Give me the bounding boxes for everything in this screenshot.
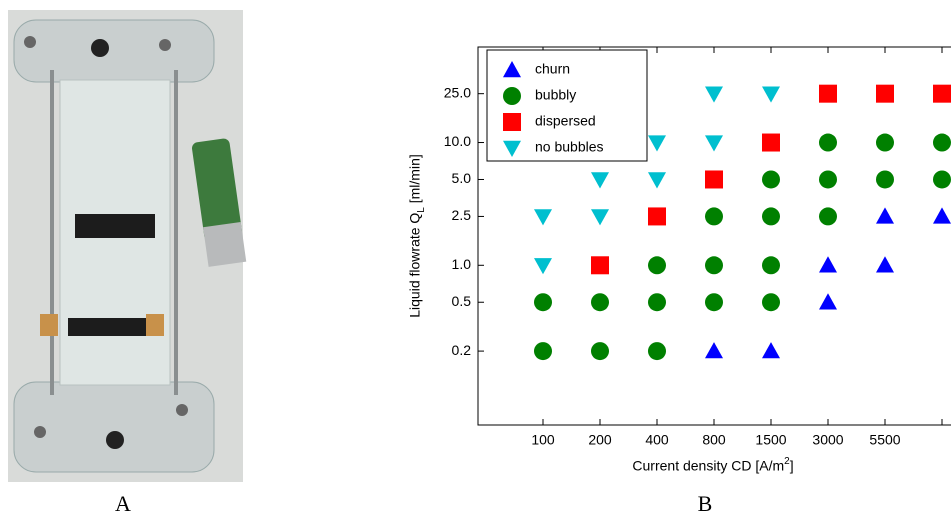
point [534,209,552,225]
plot: 0.2 0.5 1.0 2.5 5.0 10.0 25.0 100 200 400 800 1500 3… [407,47,951,474]
point [591,209,609,225]
clamp [146,314,164,336]
point [819,207,837,225]
point [705,170,723,188]
y-tick-label: 2.5 [452,207,472,223]
x-tick-label: 5500 [869,432,900,448]
point [648,256,666,274]
point [762,256,780,274]
battery-end [203,222,246,267]
screw [24,36,36,48]
legend-label: no bubbles [535,139,604,155]
screw [159,39,171,51]
point [705,86,723,102]
panel-label: B [698,491,713,516]
point [648,342,666,360]
point [876,170,894,188]
point [876,256,894,272]
legend-label: churn [535,61,570,77]
point [503,113,521,131]
point [876,134,894,152]
y-tick-label: 25.0 [444,84,471,100]
photo [8,10,246,482]
point [876,85,894,103]
legend: churn bubbly dispersed no bubbles [487,50,647,161]
point [534,293,552,311]
x-axis-title: Current density CD [A/m2] [632,456,793,474]
point [705,293,723,311]
page: A B 0.2 0.5 1.0 2.5 5.0 10.0 25.0 100 200 400 800 1… [0,0,951,519]
figure: A B 0.2 0.5 1.0 2.5 5.0 10.0 25.0 100 200 400 800 1… [0,0,951,519]
screw [176,404,188,416]
x-tick-label: 200 [588,432,612,448]
point [648,293,666,311]
point [705,256,723,274]
point [933,134,951,152]
point [591,172,609,188]
point [503,87,521,105]
point [819,256,837,272]
point [648,172,666,188]
point [648,207,666,225]
point [762,293,780,311]
screw [34,426,46,438]
point [762,170,780,188]
point [762,342,780,358]
y-tick-label: 0.5 [452,293,472,309]
x-tick-label: 100 [531,432,555,448]
electrode [75,214,155,238]
y-tick-label: 5.0 [452,170,472,186]
point [762,86,780,102]
panel-label: A [115,491,131,516]
legend-label: dispersed [535,113,596,129]
point [534,342,552,360]
point [819,170,837,188]
point [819,134,837,152]
point [534,258,552,274]
point [819,85,837,103]
point [876,207,894,223]
point [933,85,951,103]
point [591,293,609,311]
x-tick-label: 800 [702,432,726,448]
y-tick-label: 1.0 [452,256,472,272]
point [705,135,723,151]
x-tick-label: 1500 [755,432,786,448]
point [705,207,723,225]
point [648,135,666,151]
y-tick-label: 0.2 [452,342,472,358]
clamp [40,314,58,336]
bottom-cap [14,382,214,472]
x-tick-label: 400 [645,432,669,448]
point [819,293,837,309]
point [591,342,609,360]
y-axis-title: Liquid flowrate QL [ml/min] [407,154,427,318]
point [933,170,951,188]
y-tick-label: 10.0 [444,133,471,149]
point [762,134,780,152]
top-cap [14,20,214,82]
point [591,256,609,274]
port [106,431,124,449]
legend-label: bubbly [535,87,576,103]
port [91,39,109,57]
point [705,342,723,358]
point [762,207,780,225]
point [933,207,951,223]
x-tick-label: 3000 [812,432,843,448]
